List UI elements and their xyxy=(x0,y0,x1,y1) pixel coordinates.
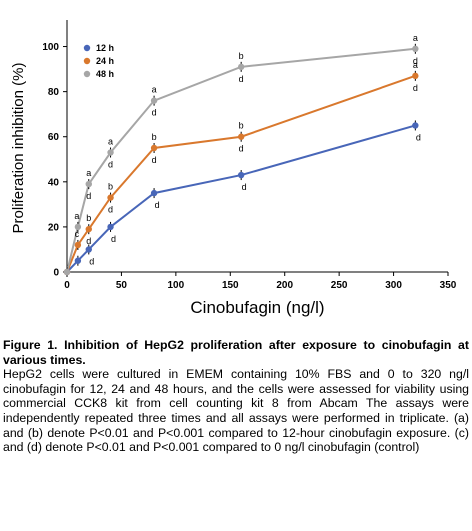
x-tick-label: 200 xyxy=(276,280,293,291)
significance-label: c xyxy=(75,229,80,239)
proliferation-chart: 0 50 100 150 200 250 300 350 0 20 40 60 80 100 Cinobuf… xyxy=(10,20,457,317)
y-tick-label: 100 xyxy=(42,42,59,53)
significance-label: d xyxy=(108,205,113,215)
data-point xyxy=(150,97,158,104)
x-tick-label: 100 xyxy=(168,280,185,291)
significance-label: d xyxy=(413,83,418,93)
data-point xyxy=(412,122,419,129)
significance-label: a xyxy=(74,211,79,221)
significance-label: d xyxy=(89,256,94,266)
data-point xyxy=(237,133,245,140)
y-tick-label: 40 xyxy=(48,177,60,188)
x-tick-label: 0 xyxy=(64,280,70,291)
x-tick-label: 50 xyxy=(116,280,128,291)
y-tick-label: 20 xyxy=(48,222,60,233)
significance-label: d xyxy=(239,74,244,84)
y-axis-title: Proliferation inhibition (%) xyxy=(10,63,27,234)
legend-marker-1 xyxy=(83,57,91,65)
data-point xyxy=(74,241,82,249)
significance-label: d xyxy=(152,108,157,118)
significance-label: a xyxy=(413,60,418,70)
legend-marker-0 xyxy=(83,44,91,52)
x-tick-label: 300 xyxy=(385,280,402,291)
significance-label: d xyxy=(239,144,244,154)
significance-label: a xyxy=(413,33,418,43)
significance-label: d xyxy=(108,160,113,170)
y-tick-label: 80 xyxy=(48,87,60,98)
x-tick-label: 250 xyxy=(331,280,348,291)
legend-label-1: 24 h xyxy=(96,56,114,66)
significance-label: b xyxy=(86,213,91,223)
data-point xyxy=(63,268,71,276)
significance-label: b xyxy=(108,182,113,192)
data-point xyxy=(107,223,114,231)
data-point xyxy=(107,194,114,201)
significance-label: d xyxy=(242,182,247,192)
caption-body: HepG2 cells were cultured in EMEM contai… xyxy=(3,367,469,455)
significance-label: a xyxy=(86,168,91,178)
y-tick-label: 60 xyxy=(48,132,60,143)
data-point xyxy=(237,171,245,179)
significance-label: b xyxy=(239,121,244,131)
data-point xyxy=(74,223,82,231)
significance-label: d xyxy=(86,191,91,201)
data-point xyxy=(85,246,92,253)
figure-caption: Figure 1. Inhibition of HepG2 proliferat… xyxy=(3,338,469,455)
data-point xyxy=(85,225,92,233)
significance-label: d xyxy=(416,132,421,142)
data-point xyxy=(107,149,114,156)
x-axis-title: Cinobufagin (ng/l) xyxy=(190,298,324,317)
significance-label: d xyxy=(111,234,116,244)
y-tick-label: 0 xyxy=(53,268,59,279)
data-point xyxy=(85,180,92,188)
data-point xyxy=(237,63,245,71)
data-point xyxy=(74,257,82,264)
x-tick-label: 150 xyxy=(222,280,239,291)
caption-title: Figure 1. Inhibition of HepG2 proliferat… xyxy=(3,338,469,367)
significance-label: a xyxy=(152,85,157,95)
legend-label-2: 48 h xyxy=(96,69,114,79)
significance-label: b xyxy=(152,132,157,142)
legend-label-0: 12 h xyxy=(96,43,114,53)
significance-label: a xyxy=(108,137,113,147)
significance-label: d xyxy=(152,155,157,165)
data-point xyxy=(412,72,419,80)
significance-label: b xyxy=(239,51,244,61)
legend-marker-2 xyxy=(83,70,91,78)
significance-label: d xyxy=(86,236,91,246)
x-tick-label: 350 xyxy=(440,280,457,291)
significance-label: d xyxy=(413,56,418,66)
significance-label: d xyxy=(155,200,160,210)
data-point xyxy=(412,45,419,52)
data-point xyxy=(150,144,158,152)
data-point xyxy=(150,189,158,197)
